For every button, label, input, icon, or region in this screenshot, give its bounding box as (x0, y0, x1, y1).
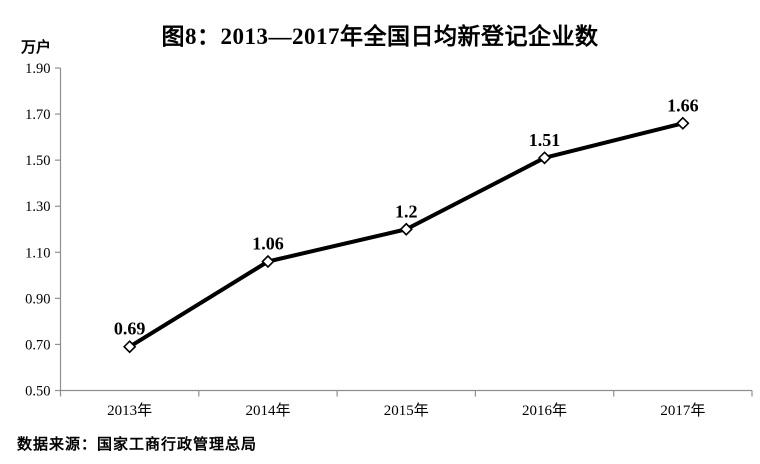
x-tick-label: 2017年 (660, 402, 705, 419)
x-tick-label: 2014年 (245, 402, 290, 419)
y-axis-unit-label: 万户 (21, 40, 52, 56)
data-point-label: 1.66 (667, 95, 699, 115)
data-point-marker (261, 254, 275, 269)
chart-title: 图8：2013—2017年全国日均新登记企业数 (161, 24, 599, 49)
y-tick-label: 0.70 (25, 337, 50, 353)
y-tick-label: 1.90 (25, 61, 50, 77)
x-tick-label: 2013年 (107, 402, 152, 419)
data-source-label: 数据来源：国家工商行政管理总局 (17, 436, 258, 453)
data-point-marker (123, 340, 137, 354)
data-point-label: 1.2 (395, 201, 418, 221)
data-point-marker (537, 151, 552, 165)
y-tick-label: 0.50 (25, 384, 50, 400)
x-tick-label: 2016年 (522, 402, 567, 419)
y-tick-label: 1.70 (25, 107, 50, 123)
data-point-label: 1.51 (529, 130, 561, 150)
y-tick-label: 1.50 (25, 153, 50, 169)
y-tick-label: 0.90 (25, 291, 50, 307)
data-point-marker (676, 116, 690, 130)
y-tick-label: 1.30 (25, 199, 50, 215)
data-point-label: 0.69 (114, 319, 146, 339)
data-point-label: 1.06 (252, 234, 284, 254)
x-tick-label: 2015年 (384, 402, 429, 419)
y-tick-label: 1.10 (25, 245, 50, 261)
data-point-marker (399, 222, 413, 236)
